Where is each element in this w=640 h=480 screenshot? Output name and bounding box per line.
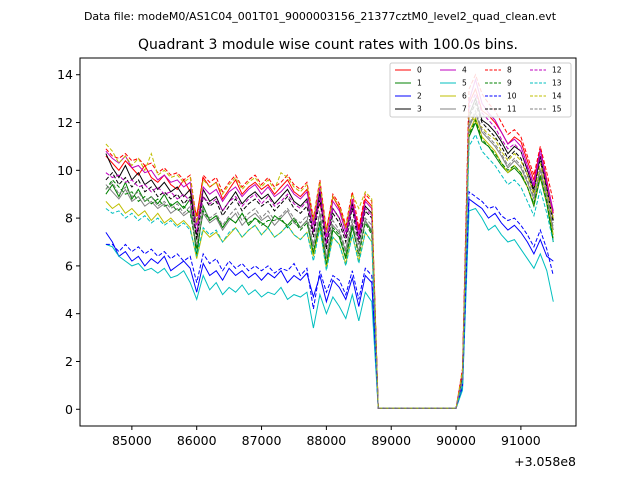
- y-axis: 0 2 4 6 8 10 12 14: [57, 67, 80, 417]
- series-line-6: [105, 116, 554, 409]
- legend-label: 6: [462, 92, 467, 101]
- x-tick-label: 85000: [112, 433, 152, 448]
- x-tick-label: 89000: [371, 433, 411, 448]
- legend-label: 7: [462, 105, 467, 114]
- legend-label: 10: [507, 92, 517, 101]
- y-tick-label: 2: [65, 354, 73, 369]
- y-tick-label: 8: [65, 211, 73, 226]
- legend-entry-8: 8: [485, 66, 512, 75]
- legend-entry-11: 11: [485, 105, 517, 114]
- legend-entry-12: 12: [530, 66, 562, 75]
- series-line-7: [105, 111, 554, 409]
- x-tick-label: 90000: [436, 433, 476, 448]
- series-line-9: [105, 118, 554, 409]
- legend-label: 0: [417, 66, 422, 75]
- series-line-2: [105, 198, 554, 409]
- legend-label: 5: [462, 79, 467, 88]
- legend-entry-1: 1: [395, 79, 422, 88]
- legend-entry-4: 4: [440, 66, 467, 75]
- legend-label: 12: [552, 66, 562, 75]
- legend-label: 3: [417, 105, 422, 114]
- chart-title: Quadrant 3 module wise count rates with …: [138, 37, 518, 53]
- y-tick-label: 6: [65, 258, 73, 273]
- plot-area-frame: [79, 57, 577, 427]
- series-line-5: [105, 207, 554, 409]
- legend-frame: [389, 62, 572, 118]
- legend-entry-15: 15: [530, 105, 562, 114]
- x-axis-offset-label: +3.058e8: [514, 454, 576, 469]
- x-tick-label: 91000: [501, 433, 541, 448]
- x-tick-label: 88000: [306, 433, 346, 448]
- series-line-1: [105, 121, 554, 409]
- y-tick-label: 0: [65, 402, 73, 417]
- legend-label: 9: [507, 79, 512, 88]
- y-tick-label: 14: [57, 67, 73, 82]
- y-tick-label: 4: [65, 306, 73, 321]
- y-tick-label: 10: [57, 163, 73, 178]
- legend-entry-0: 0: [395, 66, 422, 75]
- legend-entry-5: 5: [440, 79, 467, 88]
- x-tick-label: 87000: [242, 433, 282, 448]
- legend-label: 11: [507, 105, 517, 114]
- series-line-11: [105, 102, 554, 409]
- legend-label: 14: [552, 92, 562, 101]
- x-axis: 85000 86000 87000 88000 89000 90000 91000: [112, 426, 541, 448]
- legend-entry-13: 13: [530, 79, 562, 88]
- legend-label: 2: [417, 92, 422, 101]
- data-file-label: Data file: modeM0/AS1C04_001T01_90000031…: [84, 10, 557, 23]
- legend-label: 8: [507, 66, 512, 75]
- legend-entry-3: 3: [395, 105, 422, 114]
- legend-entry-14: 14: [530, 92, 562, 101]
- legend-label: 1: [417, 79, 422, 88]
- series-line-10: [105, 190, 554, 409]
- y-tick-label: 12: [57, 115, 73, 130]
- series-line-14: [105, 111, 554, 409]
- legend-label: 13: [552, 79, 562, 88]
- legend-entry-2: 2: [395, 92, 422, 101]
- legend-label: 4: [462, 66, 467, 75]
- legend-entry-7: 7: [440, 105, 467, 114]
- legend-label: 15: [552, 105, 562, 114]
- series-line-15: [105, 109, 554, 409]
- legend-entry-9: 9: [485, 79, 512, 88]
- legend-entry-10: 10: [485, 92, 517, 101]
- series-layer: [105, 73, 554, 409]
- x-tick-label: 86000: [177, 433, 217, 448]
- series-line-13: [105, 133, 554, 409]
- legend-entry-6: 6: [440, 92, 467, 101]
